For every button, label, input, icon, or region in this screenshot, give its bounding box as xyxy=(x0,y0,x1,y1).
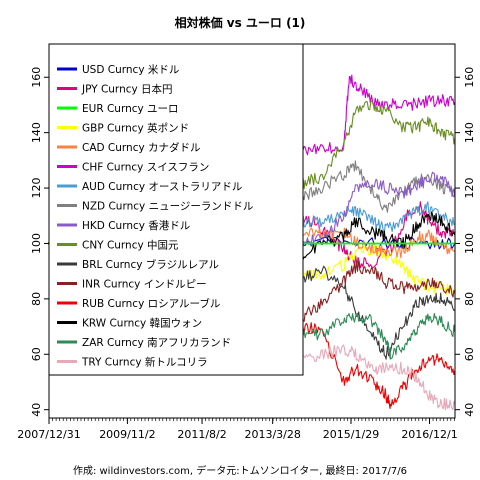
legend-box xyxy=(48,43,304,376)
legend-label: NZD Curncy ニュージーランドドル xyxy=(82,201,253,213)
legend-label: USD Curncy 米ドル xyxy=(82,63,179,76)
x-tick-label: 2009/11/2 xyxy=(99,428,155,441)
legend-label: GBP Curncy 英ポンド xyxy=(82,122,189,135)
legend-label: INR Curncy インドルピー xyxy=(82,279,207,291)
y-tick-label-right: 40 xyxy=(463,403,476,417)
legend-label: JPY Curncy 日本円 xyxy=(81,83,173,96)
y-tick-label-left: 160 xyxy=(30,67,43,88)
legend-label: TRY Curncy 新トルコリラ xyxy=(81,356,208,369)
y-tick-label-right: 100 xyxy=(463,233,476,254)
y-tick-label-left: 60 xyxy=(30,347,43,361)
y-tick-label-right: 80 xyxy=(463,292,476,306)
y-tick-label-left: 80 xyxy=(30,292,43,306)
y-tick-label-right: 60 xyxy=(463,347,476,361)
x-tick-label: 2015/1/29 xyxy=(323,428,379,441)
legend-label: HKD Curncy 香港ドル xyxy=(82,220,190,232)
y-tick-label-left: 40 xyxy=(30,403,43,417)
y-tick-label-left: 120 xyxy=(30,178,43,199)
y-tick-label-right: 160 xyxy=(463,67,476,88)
x-tick-label: 2011/8/2 xyxy=(177,428,226,441)
legend-label: EUR Curncy ユーロ xyxy=(82,103,179,115)
legend-label: ZAR Curncy 南アフリカランド xyxy=(82,336,231,349)
y-tick-label-right: 120 xyxy=(463,178,476,199)
x-tick-label: 2013/3/28 xyxy=(244,428,300,441)
legend-label: CAD Curncy カナダドル xyxy=(82,141,201,154)
x-tick-label: 2016/12/1 xyxy=(401,428,457,441)
legend-label: RUB Curncy ロシアルーブル xyxy=(82,297,220,310)
chart-title: 相対株価 vs ユーロ (1) xyxy=(174,16,306,30)
legend-label: KRW Curncy 韓国ウォン xyxy=(82,318,202,330)
y-tick-label-right: 140 xyxy=(463,122,476,143)
legend-label: CHF Curncy スイスフラン xyxy=(82,162,209,174)
legend-label: CNY Curncy 中国元 xyxy=(82,239,179,252)
legend-label: AUD Curncy オーストラリアドル xyxy=(82,181,242,193)
chart-caption: 作成: wildinvestors.com, データ元:トムソンロイター, 最終… xyxy=(72,466,408,477)
legend-label: BRL Curncy ブラジルレアル xyxy=(82,258,219,271)
x-tick-label: 2007/12/31 xyxy=(17,428,80,441)
y-tick-label-left: 140 xyxy=(30,122,43,143)
y-tick-label-left: 100 xyxy=(30,233,43,254)
